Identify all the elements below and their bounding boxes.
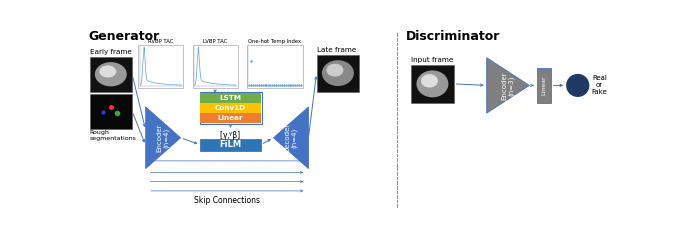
Ellipse shape	[322, 60, 354, 86]
Text: FiLM: FiLM	[219, 140, 242, 149]
Ellipse shape	[416, 70, 449, 97]
Text: Generator: Generator	[88, 30, 159, 43]
Text: Late frame: Late frame	[316, 47, 356, 53]
FancyBboxPatch shape	[192, 45, 238, 88]
Text: LVBP TAC: LVBP TAC	[203, 39, 227, 44]
FancyBboxPatch shape	[138, 45, 184, 88]
Text: Skip Connections: Skip Connections	[194, 196, 260, 205]
Circle shape	[566, 74, 589, 97]
Text: Real
or
Fake: Real or Fake	[592, 75, 608, 96]
Text: Early frame: Early frame	[90, 49, 132, 55]
FancyBboxPatch shape	[200, 103, 261, 113]
Polygon shape	[146, 107, 181, 169]
Text: Rough
segmentations: Rough segmentations	[90, 130, 136, 141]
Polygon shape	[273, 107, 308, 169]
Ellipse shape	[421, 74, 438, 87]
FancyBboxPatch shape	[316, 55, 359, 91]
Text: Decoder
(n=4): Decoder (n=4)	[284, 123, 298, 152]
Ellipse shape	[326, 64, 343, 77]
Text: LSTM: LSTM	[220, 95, 242, 101]
Text: Encoder
(n=4): Encoder (n=4)	[156, 123, 170, 152]
Text: One-hot Temp Index: One-hot Temp Index	[248, 39, 301, 44]
FancyBboxPatch shape	[247, 45, 303, 88]
Ellipse shape	[95, 62, 127, 86]
Text: [γ, β]: [γ, β]	[221, 131, 240, 140]
Polygon shape	[486, 58, 530, 113]
FancyBboxPatch shape	[200, 139, 261, 151]
FancyBboxPatch shape	[200, 113, 261, 123]
FancyBboxPatch shape	[90, 94, 132, 128]
Text: Input frame: Input frame	[411, 57, 453, 63]
FancyBboxPatch shape	[536, 68, 551, 103]
Text: Discriminator: Discriminator	[406, 30, 500, 43]
Ellipse shape	[99, 65, 116, 77]
Text: Conv1D: Conv1D	[215, 105, 246, 111]
Text: RVBP TAC: RVBP TAC	[148, 39, 173, 44]
Text: Linear: Linear	[218, 115, 243, 121]
FancyBboxPatch shape	[411, 65, 453, 103]
Text: Linear: Linear	[541, 76, 546, 95]
Text: Encoder
(n=3): Encoder (n=3)	[501, 71, 514, 100]
FancyBboxPatch shape	[90, 57, 132, 91]
FancyBboxPatch shape	[200, 93, 261, 103]
